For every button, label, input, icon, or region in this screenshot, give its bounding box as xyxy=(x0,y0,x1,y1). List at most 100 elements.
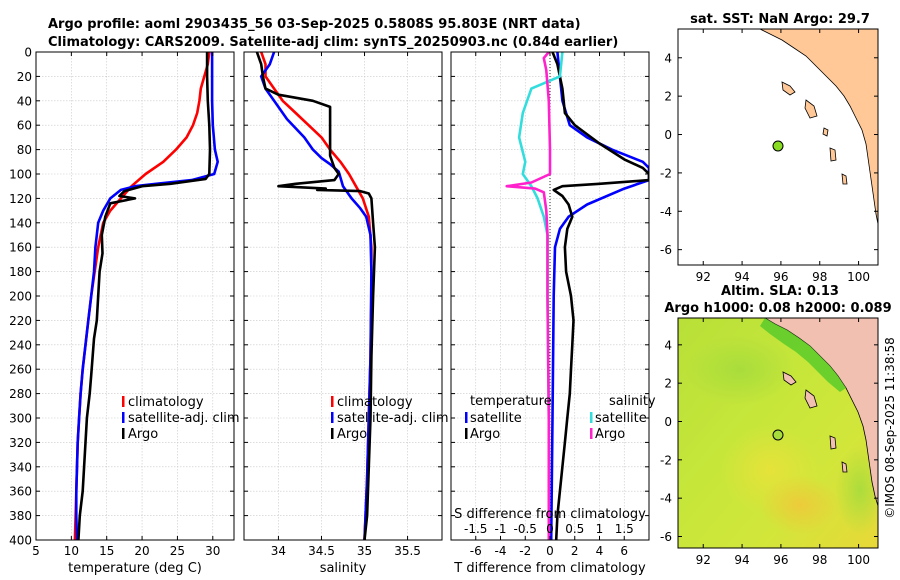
y-tick-label: 200 xyxy=(9,290,32,304)
x2-tick-label: 0.5 xyxy=(565,522,584,536)
x-tick-label: 25 xyxy=(170,544,185,558)
map-x-tick-label: 94 xyxy=(734,270,749,284)
legend-label-argo: Argo xyxy=(128,427,158,442)
sst-map-island-pagai xyxy=(841,173,848,185)
legend-swatch-t-satellite xyxy=(465,412,468,423)
legend-swatch-satellite xyxy=(122,412,125,423)
y-tick-label: 40 xyxy=(17,94,32,108)
sla-map-anomaly-patch xyxy=(685,335,795,405)
y-tick-label: 220 xyxy=(9,314,32,328)
x-tick-label: 35 xyxy=(357,544,372,558)
sla-map-title-line1: Altim. SLA: 0.13 xyxy=(721,284,839,299)
map-y-tick-label: -6 xyxy=(660,530,672,544)
legend-swatch-climatology xyxy=(122,396,125,407)
grid xyxy=(35,51,234,541)
y-tick-label: 180 xyxy=(9,265,32,279)
y-tick-label: 100 xyxy=(9,168,32,182)
series-line-s-argo xyxy=(505,52,552,540)
sla-map-title-line2: Argo h1000: 0.08 h2000: 0.089 xyxy=(664,301,891,316)
x-tick-label: 34.5 xyxy=(308,544,335,558)
x-tick-label: 6 xyxy=(620,544,628,558)
series-group xyxy=(505,52,649,540)
y-tick-label: 140 xyxy=(9,216,32,230)
y-tick-label: 340 xyxy=(9,460,32,474)
y-tick-label: 120 xyxy=(9,192,32,206)
y-tick-label: 300 xyxy=(9,412,32,426)
legend-label-s-argo: Argo xyxy=(595,427,625,442)
legend-swatch-climatology xyxy=(331,396,334,407)
legend-label-satellite: satellite-adj. clim xyxy=(128,411,240,426)
imos-credit: ©IMOS 08-Sep-2025 11:38:58 xyxy=(883,337,897,519)
x-tick-label: -2 xyxy=(519,544,531,558)
legend-label-t-satellite: satellite xyxy=(470,411,522,426)
salinity-legend: climatology satellite-adj. clim Argo xyxy=(331,395,449,442)
map-y-tick-label: 0 xyxy=(664,128,672,142)
sla-map-anomaly-patch xyxy=(760,475,840,535)
grid xyxy=(244,51,442,541)
map-y-tick-label: 2 xyxy=(664,377,672,391)
series-line-t-argo xyxy=(551,52,649,540)
legend-header-salinity: salinity xyxy=(609,394,656,409)
sla-map: Altim. SLA: 0.13 Argo h1000: 0.08 h2000:… xyxy=(660,284,892,567)
map-y-tick-label: -2 xyxy=(660,166,672,180)
map-y-tick-label: -4 xyxy=(660,492,672,506)
map-x-tick-label: 96 xyxy=(773,270,788,284)
sst-map-title: sat. SST: NaN Argo: 29.7 xyxy=(690,12,870,27)
x2-tick-label: 0 xyxy=(546,522,554,536)
legend-label-satellite: satellite-adj. clim xyxy=(337,411,449,426)
x2-tick-label: -1.5 xyxy=(464,522,487,536)
legend-swatch-satellite xyxy=(331,412,334,423)
sst-map-island-small xyxy=(822,127,829,137)
map-x-tick-label: 94 xyxy=(734,553,749,567)
x-tick-label: 30 xyxy=(205,544,220,558)
sst-map-island-simeulue xyxy=(781,81,796,96)
map-x-tick-label: 100 xyxy=(847,270,870,284)
x2-tick-label: 1.5 xyxy=(615,522,634,536)
sla-map-coastal-band xyxy=(760,318,846,392)
y-tick-label: 260 xyxy=(9,363,32,377)
legend-label-argo: Argo xyxy=(337,427,367,442)
sla-map-frame xyxy=(677,317,879,549)
legend-label-s-satellite: satellite xyxy=(595,411,647,426)
legend-swatch-argo xyxy=(122,428,125,439)
y-tick-label: 240 xyxy=(9,338,32,352)
x-tick-label: 15 xyxy=(99,544,114,558)
difference-legend: temperature salinity satellite Argo sate… xyxy=(465,394,656,442)
x-tick-label: -4 xyxy=(495,544,507,558)
series-line-satellite-adj-clim xyxy=(259,52,373,540)
sst-map-axes: 92 94 96 98 100 4 2 0 -2 -4 -6 xyxy=(660,29,878,284)
map-x-tick-label: 92 xyxy=(696,270,711,284)
sla-map-island-simeulue xyxy=(782,371,797,386)
series-line-argo xyxy=(255,52,377,540)
y-tick-label: 20 xyxy=(17,70,32,84)
difference-x2-label: S difference from climatology xyxy=(454,507,646,522)
sla-map-argo-location-marker xyxy=(772,429,784,441)
legend-swatch-argo xyxy=(331,428,334,439)
x-tick-label: -6 xyxy=(470,544,482,558)
legend-swatch-t-argo xyxy=(465,428,468,439)
series-line-argo xyxy=(77,52,212,540)
y-tick-label: 320 xyxy=(9,436,32,450)
legend-label-climatology: climatology xyxy=(337,395,413,410)
difference-x-label: T difference from climatology xyxy=(453,561,646,576)
x-tick-label: 4 xyxy=(596,544,604,558)
series-line-satellite-adj-clim xyxy=(75,52,219,540)
x-tick-label: 34 xyxy=(271,544,286,558)
map-x-tick-label: 98 xyxy=(812,553,827,567)
y-tick-label: 80 xyxy=(17,143,32,157)
y-tick-label: 380 xyxy=(9,509,32,523)
temperature-profile-plot: 0 20 40 60 80 100 120 140 160 180 200 220 240 260 280 3… xyxy=(9,46,235,558)
map-x-tick-label: 100 xyxy=(847,553,870,567)
series-line-s-satellite xyxy=(517,52,564,540)
sla-map-axes: 92 94 96 98 100 4 2 0 -2 -4 -6 xyxy=(660,318,878,567)
map-y-tick-label: 2 xyxy=(664,90,672,104)
map-y-tick-label: 4 xyxy=(664,51,672,65)
x-tick-label: 0 xyxy=(546,544,554,558)
series-group xyxy=(255,52,377,540)
x-tick-label: 5 xyxy=(32,544,40,558)
x-tick-label: 35.5 xyxy=(394,544,421,558)
sla-map-island-nias xyxy=(804,389,818,409)
sst-map-island-siberut xyxy=(829,147,837,162)
map-y-tick-label: 4 xyxy=(664,338,672,352)
